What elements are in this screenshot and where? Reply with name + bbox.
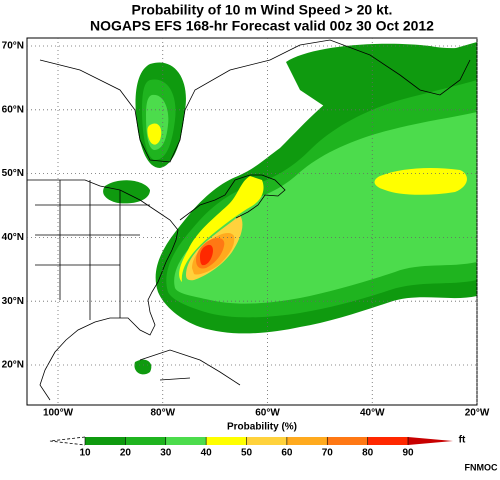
- colorbar-tick-label: 90: [402, 448, 414, 459]
- colorbar-label: Probability (%): [227, 422, 297, 433]
- colorbar-segment: [246, 437, 287, 445]
- subtitle: NOGAPS EFS 168-hr Forecast valid 00z 30 …: [90, 18, 434, 34]
- colorbar-tick-label: 60: [281, 448, 293, 459]
- colorbar-tick-label: 30: [160, 448, 172, 459]
- colorbar-segment: [85, 437, 126, 445]
- colorbar-segment: [165, 437, 207, 445]
- lat-label: 70°N: [2, 41, 24, 52]
- coastlines: [27, 39, 471, 401]
- lon-label: 20°W: [465, 408, 490, 419]
- lon-label: 40°W: [360, 408, 385, 419]
- lon-label: 100°W: [43, 408, 74, 419]
- colorbar-segment: [206, 437, 247, 445]
- lat-label: 50°N: [2, 168, 24, 179]
- lat-label: 30°N: [2, 296, 24, 307]
- lon-label: 80°W: [150, 408, 175, 419]
- colorbar-segment: [327, 437, 368, 445]
- lon-label: 60°W: [255, 408, 280, 419]
- colorbar-tick-label: 20: [120, 448, 132, 459]
- title: Probability of 10 m Wind Speed > 20 kt.: [132, 2, 393, 18]
- colorbar-tick-label: 80: [362, 448, 374, 459]
- colorbar-segment: [286, 437, 328, 445]
- colorbar-end-label: ft: [459, 435, 466, 446]
- colorbar-tick-label: 40: [201, 448, 213, 459]
- map-frame: [26, 37, 478, 406]
- colorbar-tick-label: 10: [79, 448, 91, 459]
- probability-field: [103, 42, 477, 375]
- lat-label: 60°N: [2, 104, 24, 115]
- colorbar-segment: [125, 437, 166, 445]
- colorbar-segment: [367, 437, 408, 445]
- lat-label: 40°N: [2, 232, 24, 243]
- colorbar-tick-label: 50: [241, 448, 253, 459]
- lat-label: 20°N: [2, 360, 24, 371]
- colorbar-high-end: [408, 437, 453, 445]
- credit: FNMOC: [465, 462, 498, 472]
- colorbar-tick-label: 70: [322, 448, 334, 459]
- colorbar-low-end: [49, 436, 86, 446]
